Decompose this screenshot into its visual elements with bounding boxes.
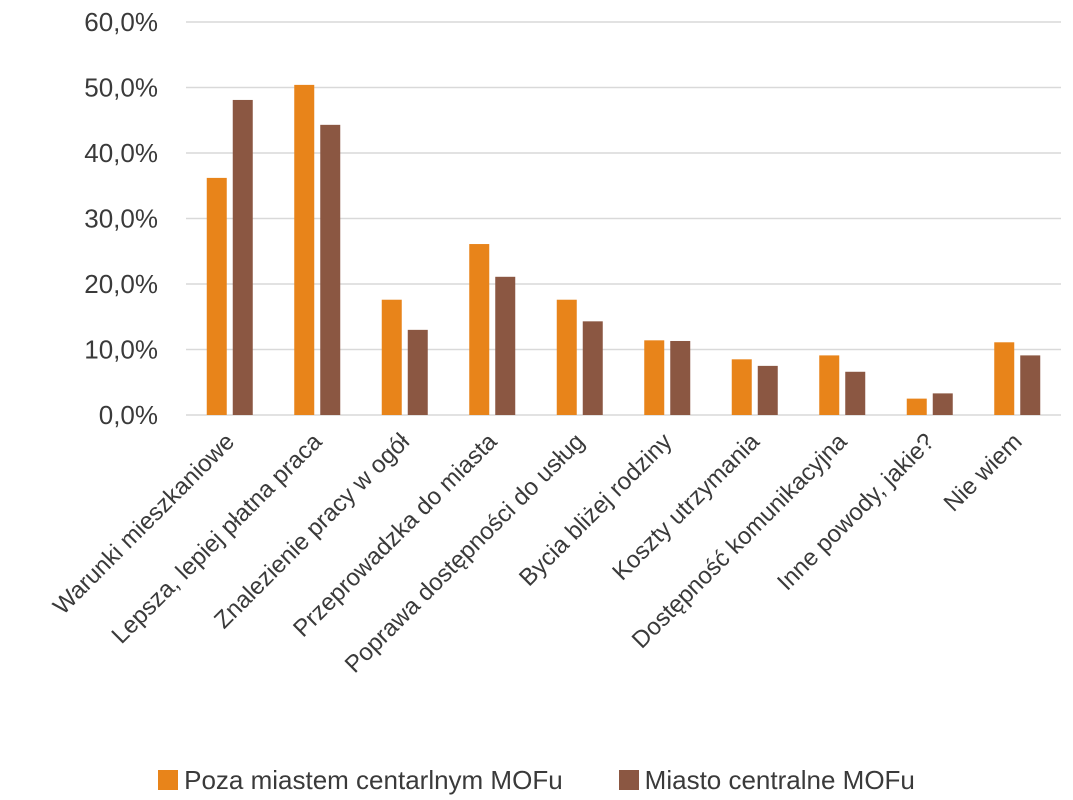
gridlines xyxy=(186,21,1061,416)
bar-series-1 xyxy=(556,299,577,415)
bar-series-1 xyxy=(906,398,927,415)
bar-series-1 xyxy=(294,84,315,415)
legend-item-series-1: Poza miastem centarlnym MOFu xyxy=(158,765,563,796)
bar-series-1 xyxy=(731,359,752,415)
x-category-label: Inne powody, jakie? xyxy=(772,428,940,596)
legend-swatch-series-2 xyxy=(618,770,639,790)
x-category-label: Nie wiem xyxy=(939,428,1028,517)
y-tick-label: 0,0% xyxy=(99,400,158,430)
bar-series-1 xyxy=(994,342,1015,415)
bar-series-2 xyxy=(757,365,778,415)
bar-chart: 0,0% 10,0% 20,0% 30,0% 40,0% 50,0% 60,0% Warun… xyxy=(48,7,1061,679)
y-tick-label: 10,0% xyxy=(84,335,158,365)
y-tick-label: 30,0% xyxy=(84,204,158,234)
y-tick-label: 50,0% xyxy=(84,73,158,103)
bar-series-1 xyxy=(819,355,840,415)
x-category-label: Bycia bliżej rodziny xyxy=(514,428,677,591)
legend-label-series-2: Miasto centralne MOFu xyxy=(644,764,915,795)
bar-series-2 xyxy=(845,371,866,415)
legend-label-series-1: Poza miastem centarlnym MOFu xyxy=(184,764,563,795)
x-category-label: Koszty utrzymania xyxy=(607,428,765,586)
legend-swatch-series-1 xyxy=(158,770,179,790)
y-tick-label: 40,0% xyxy=(84,138,158,168)
legend: Poza miastem centarlnym MOFu Miasto cent… xyxy=(0,762,1073,798)
bar-series-1 xyxy=(644,340,665,415)
bar-series-2 xyxy=(495,276,516,415)
bar-series-1 xyxy=(206,177,227,415)
bars xyxy=(206,84,1041,416)
legend-item-series-2: Miasto centralne MOFu xyxy=(618,764,915,796)
bar-series-2 xyxy=(670,340,691,415)
y-tick-label: 20,0% xyxy=(84,269,158,299)
y-tick-label: 60,0% xyxy=(84,7,158,37)
bar-series-1 xyxy=(381,299,402,415)
bar-series-1 xyxy=(469,244,490,415)
bar-series-2 xyxy=(1020,355,1041,415)
bar-series-2 xyxy=(932,393,953,415)
bar-series-2 xyxy=(232,99,253,415)
bar-series-2 xyxy=(407,329,428,415)
bar-series-2 xyxy=(582,321,603,415)
bar-series-2 xyxy=(320,124,341,416)
y-axis-ticks: 0,0% 10,0% 20,0% 30,0% 40,0% 50,0% 60,0% xyxy=(84,7,158,430)
